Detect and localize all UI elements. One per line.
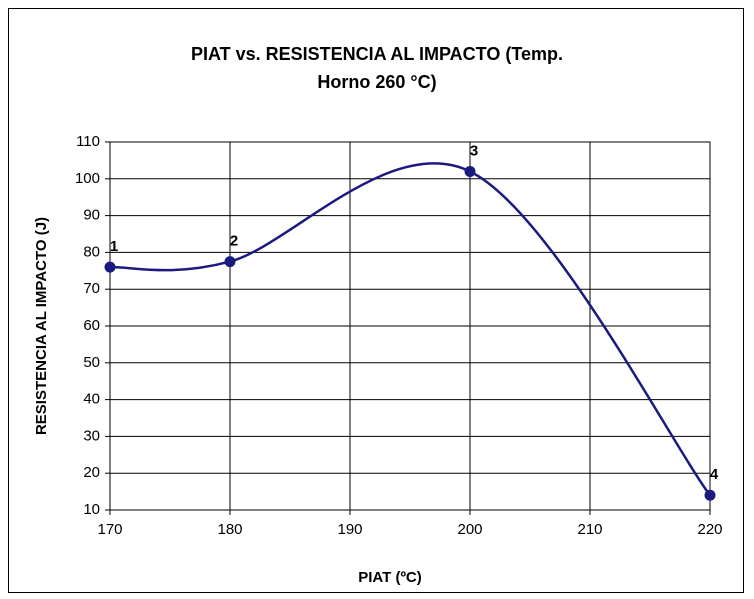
point-label: 1 [110, 238, 118, 255]
point-label: 2 [230, 233, 238, 250]
data-point [464, 165, 476, 177]
x-tick-label: 210 [577, 521, 602, 538]
x-axis-label: PIAT (ºC) [358, 569, 422, 586]
y-axis-label: RESISTENCIA AL IMPACTO (J) [33, 217, 50, 435]
x-tick-label: 170 [97, 521, 122, 538]
y-tick-label: 10 [83, 501, 100, 518]
y-tick-label: 40 [83, 391, 100, 408]
chart-title: PIAT vs. RESISTENCIA AL IMPACTO (Temp. H… [190, 44, 564, 92]
y-tick-label: 60 [83, 317, 100, 334]
y-tick-label: 110 [76, 133, 100, 150]
chart-border [8, 8, 744, 593]
point-label: 4 [710, 466, 719, 483]
x-tick-label: 220 [697, 521, 722, 538]
y-tick-label: 100 [75, 170, 100, 187]
data-point [704, 489, 716, 501]
x-tick-label: 200 [457, 521, 482, 538]
y-tick-label: 50 [83, 354, 100, 371]
y-tick-label: 20 [83, 464, 100, 481]
y-tick-label: 80 [83, 243, 100, 260]
y-tick-label: 90 [83, 207, 100, 224]
data-line [109, 162, 712, 497]
x-tick-label: 190 [337, 521, 362, 538]
point-label: 3 [470, 142, 478, 159]
data-point [224, 256, 236, 268]
x-tick-label: 180 [217, 521, 242, 538]
data-point [104, 261, 116, 273]
y-tick-label: 70 [83, 280, 100, 297]
y-tick-label: 30 [83, 427, 100, 444]
